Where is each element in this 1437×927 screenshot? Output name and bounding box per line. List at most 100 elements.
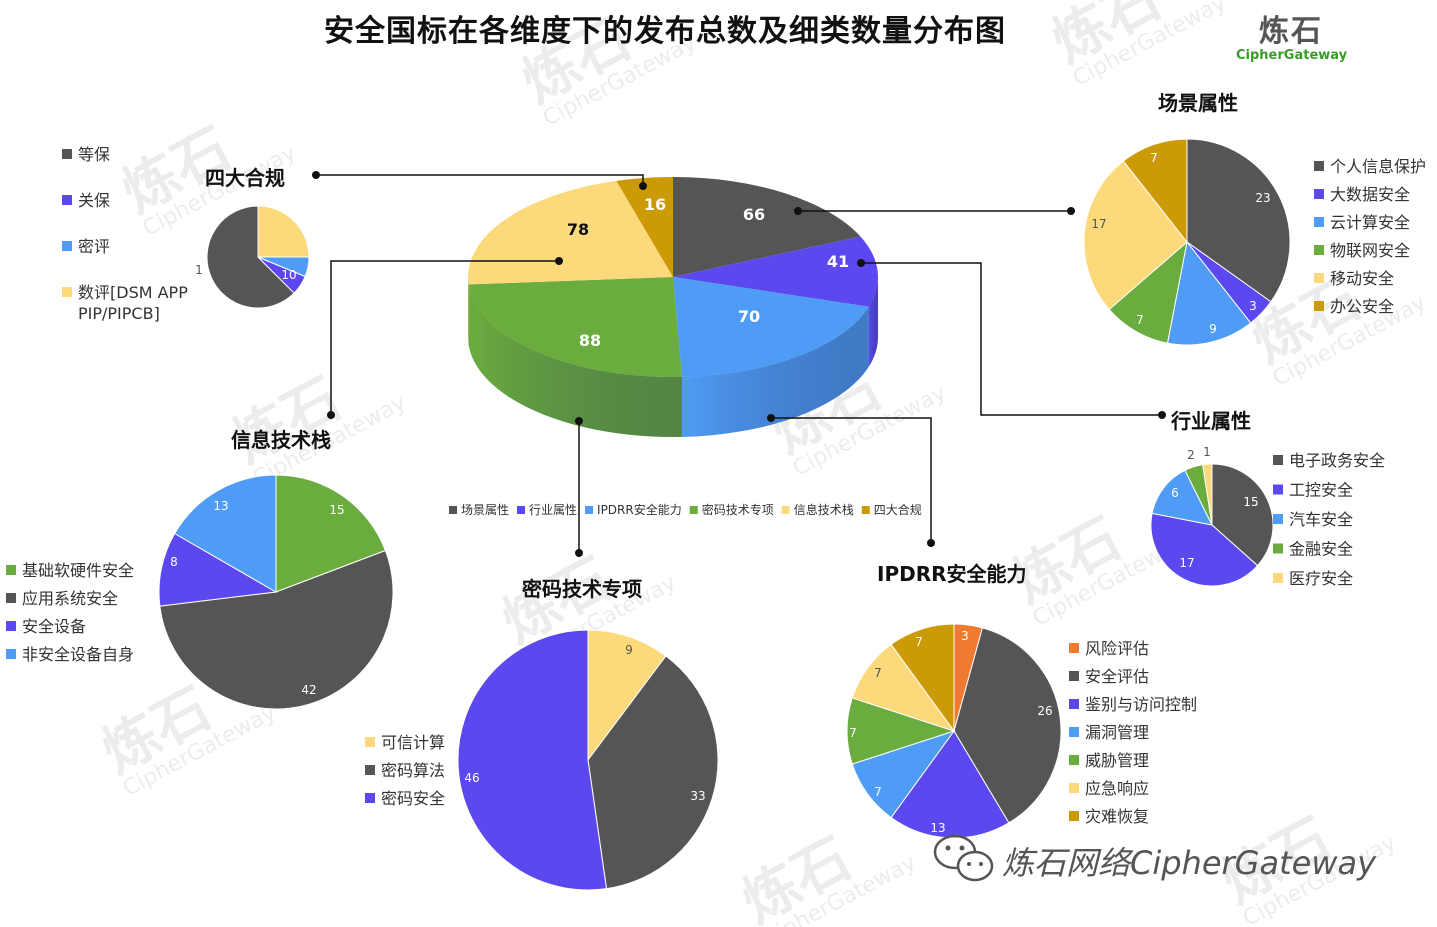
itstack-legend-swatch — [6, 593, 16, 603]
connector-dot — [794, 207, 802, 215]
main-legend-label: 场景属性 — [461, 503, 509, 517]
ipdrr-legend-label: 风险评估 — [1085, 639, 1149, 658]
industry-value-label: 15 — [1243, 495, 1258, 509]
scene-slice — [1186, 138, 1291, 303]
industry-legend-label: 医疗安全 — [1289, 569, 1353, 588]
compliance-legend-swatch — [62, 241, 72, 251]
scene-legend-label: 办公安全 — [1330, 297, 1394, 316]
ipdrr-legend-swatch — [1069, 755, 1079, 765]
connector-dot — [857, 259, 865, 267]
crypto-legend-label: 可信计算 — [381, 733, 445, 752]
crypto-title: 密码技术专项 — [522, 577, 642, 601]
ipdrr-value-label: 7 — [874, 785, 882, 799]
crypto-legend-label: 密码安全 — [381, 789, 445, 808]
itstack-slice — [158, 532, 278, 607]
industry-pie: 15 17 6 2 1 — [1150, 445, 1274, 587]
scene-legend-label: 云计算安全 — [1330, 213, 1410, 232]
compliance-legend-swatch — [62, 149, 72, 159]
main-pie-slice — [673, 236, 879, 307]
itstack-legend-swatch — [6, 621, 16, 631]
scene-legend-swatch — [1314, 217, 1324, 227]
ipdrr-legend-label: 鉴别与访问控制 — [1085, 695, 1197, 714]
connector-line — [857, 259, 1166, 419]
main-legend-label: 密码技术专项 — [702, 502, 774, 517]
scene-legend-label: 个人信息保护 — [1330, 157, 1426, 176]
ipdrr-slice — [890, 623, 955, 733]
industry-value-label: 1 — [1203, 445, 1211, 459]
connector-dot — [639, 182, 647, 190]
ipdrr-value-label: 26 — [1037, 704, 1052, 718]
itstack-legend-label: 应用系统安全 — [22, 589, 118, 608]
industry-legend-label: 工控安全 — [1289, 481, 1353, 500]
industry-title: 行业属性 — [1170, 409, 1251, 433]
connector-dot — [555, 257, 563, 265]
connector-line — [312, 171, 647, 190]
scene-value-label: 3 — [1249, 299, 1257, 313]
scene-legend-label: 大数据安全 — [1330, 185, 1410, 204]
connector-dot — [312, 171, 320, 179]
main-pie-slice — [673, 177, 861, 277]
scene-slice — [1122, 138, 1188, 244]
itstack-legend-swatch — [6, 565, 16, 575]
page-title: 安全国标在各维度下的发布总数及细类数量分布图 — [324, 14, 1006, 49]
scene-legend-label: 物联网安全 — [1330, 241, 1410, 260]
itstack-legend-label: 基础软硬件安全 — [22, 561, 134, 580]
crypto-value-label: 9 — [625, 643, 633, 657]
crypto-value-label: 46 — [464, 771, 479, 785]
ipdrr-legend-label: 应急响应 — [1085, 779, 1149, 798]
industry-legend-label: 汽车安全 — [1289, 510, 1353, 529]
wechat-icon — [933, 834, 994, 882]
crypto-slice — [587, 629, 667, 762]
logo-cn: 炼石 — [1259, 14, 1323, 49]
connector-dot — [927, 539, 935, 547]
ipdrr-value-label: 7 — [874, 666, 882, 680]
industry-value-label: 6 — [1171, 486, 1179, 500]
connector-line — [767, 414, 935, 547]
itstack-value-label: 13 — [213, 499, 228, 513]
itstack-slice — [173, 474, 277, 593]
main-pie-value-label: 66 — [743, 205, 765, 224]
itstack-legend-swatch — [6, 649, 16, 659]
connector-dot — [327, 411, 335, 419]
industry-slice — [1150, 512, 1259, 587]
industry-value-label: 2 — [1187, 448, 1195, 462]
brand-logo: 炼石 CipherGateway — [1236, 6, 1347, 63]
ipdrr-title: IPDRR安全能力 — [877, 562, 1027, 586]
itstack-value-label: 15 — [329, 503, 344, 517]
main-pie-value-label: 70 — [738, 307, 760, 326]
ipdrr-value-label: 7 — [915, 635, 923, 649]
ipdrr-legend-label: 漏洞管理 — [1085, 723, 1149, 742]
scene-slice — [1108, 240, 1188, 344]
main-pie-side-shade — [468, 277, 469, 345]
compliance-legend-label: 等保 — [78, 145, 110, 164]
industry-slice — [1151, 469, 1213, 526]
scene-value-label: 17 — [1091, 217, 1106, 231]
connector-dot — [1158, 411, 1166, 419]
scene-legend-swatch — [1314, 189, 1324, 199]
main-legend-label: IPDRR安全能力 — [597, 502, 682, 517]
connector-line — [794, 207, 1075, 215]
ipdrr-slice — [953, 627, 1062, 824]
main-pie-slice — [468, 277, 682, 377]
ipdrr-value-label: 13 — [930, 821, 945, 835]
compliance-value-label: 4 — [228, 221, 236, 235]
crypto-slice — [587, 655, 719, 890]
main-legend-label: 四大合规 — [874, 502, 922, 517]
compliance-slice — [257, 205, 310, 258]
itstack-pie: 15 42 8 13 — [158, 474, 394, 710]
scene-value-label: 23 — [1255, 191, 1270, 205]
main-legend-swatch — [689, 506, 698, 514]
scene-title: 场景属性 — [1158, 91, 1238, 115]
industry-legend-label: 电子政务安全 — [1289, 451, 1385, 470]
compliance-legend-swatch — [62, 195, 72, 205]
connector-path — [771, 417, 932, 543]
industry-slice — [1211, 463, 1274, 567]
ipdrr-legend-swatch — [1069, 727, 1079, 737]
compliance-title: 四大合规 — [205, 166, 285, 190]
main-pie-slice — [616, 177, 673, 277]
ipdrr-legend-label: 威胁管理 — [1085, 751, 1149, 770]
crypto-value-label: 33 — [690, 789, 705, 803]
compliance-legend-label: 数评[DSM APP PIP/PIPCB] — [78, 283, 188, 323]
ipdrr-legend-swatch — [1069, 643, 1079, 653]
